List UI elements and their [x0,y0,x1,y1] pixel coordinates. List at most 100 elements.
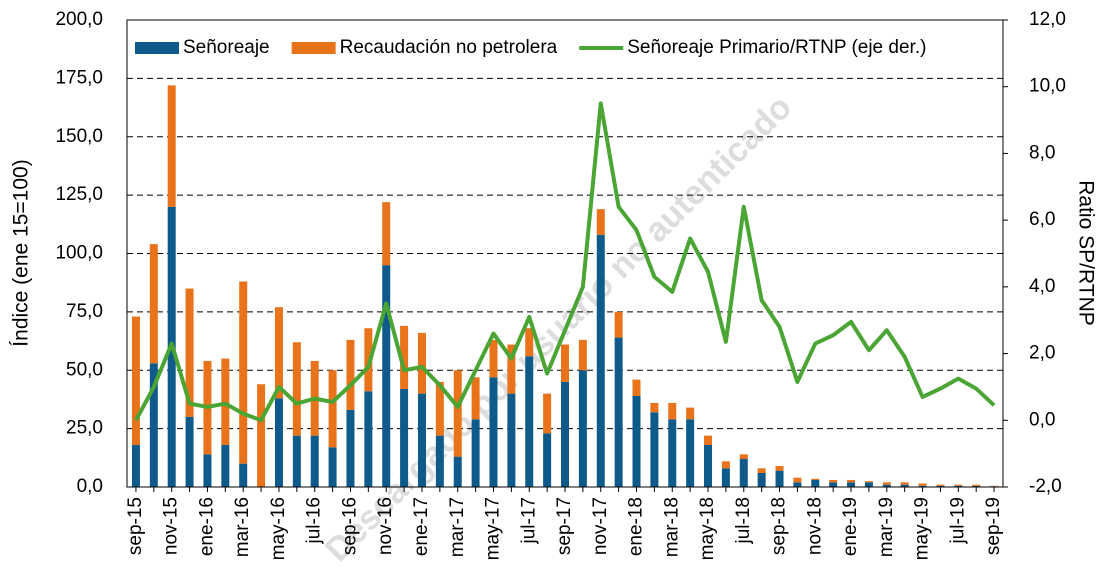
bar-segment [292,435,301,487]
bar-segment [417,393,426,487]
bar-segment [721,461,730,469]
bar-segment [686,419,695,487]
bar-segment [900,482,909,485]
bar-segment [704,444,713,487]
bar-segment [739,458,748,487]
x-tick-label: sep-18 [769,497,790,555]
bar-segment [328,447,337,487]
legend-swatch [291,42,336,54]
bar-segment [721,468,730,487]
bar-segment [936,484,945,486]
x-tick-label: sep-16 [339,497,360,555]
y2-axis-title: Ratio SP/RTNP [1074,180,1097,326]
bar-segment [668,419,677,487]
x-tick-label: nov-18 [804,497,825,555]
bar-segment [847,482,856,487]
bar-segment [382,202,391,266]
bar-segment [310,435,319,487]
x-tick-label: sep-15 [125,497,146,555]
bar-segment [954,484,963,486]
x-tick-label: ene-19 [840,497,861,556]
bar-segment [346,339,355,410]
x-tick-label: ene-17 [411,497,432,556]
y2-tick-label: 0,0 [1029,409,1055,430]
bar-segment [686,407,695,420]
bar-segment [632,379,641,396]
bar-segment [471,419,480,487]
y2-tick-label: 8,0 [1029,142,1055,163]
x-tick-label: may-19 [912,497,933,560]
x-tick-label: mar-16 [232,497,253,557]
y2-tick-label: -2,0 [1029,476,1062,497]
bar-segment [829,479,838,483]
bar-segment [829,482,838,487]
bar-segment [435,381,444,436]
x-tick-label: may-16 [268,497,289,560]
bar-segment [507,344,516,394]
x-tick-label: jul-16 [304,497,325,544]
x-tick-label: nov-17 [590,497,611,555]
legend-swatch [135,42,179,54]
bar-segment [972,484,981,486]
legend-label: Señoreaje [183,37,270,58]
y-tick-label: 175,0 [55,67,103,88]
y-tick-label: 75,0 [66,301,103,322]
bar-segment [918,485,927,487]
bar-segment [578,339,587,371]
bar-segment [274,398,283,487]
bar-segment [239,281,248,464]
y2-tick-label: 12,0 [1029,9,1066,30]
bar-segment [578,370,587,487]
bar-segment [149,363,158,487]
y-tick-label: 200,0 [55,9,103,30]
bar-segment [704,435,713,445]
bar-segment [900,484,909,487]
bar-segment [668,402,677,420]
bar-segment [811,478,820,480]
x-tick-label: sep-17 [554,497,575,555]
bar-segment [292,342,301,436]
bar-segment [489,339,498,378]
x-tick-label: jul-17 [518,497,539,544]
bar-segment [364,391,373,487]
bar-segment [596,234,605,487]
x-tick-label: ene-18 [626,497,647,556]
bar-segment [453,370,462,457]
y-axis-title: Índice (ene 15=100) [10,159,33,346]
y2-tick-label: 6,0 [1029,209,1055,230]
bar-segment [882,484,891,487]
bar-segment [185,288,194,417]
bar-segment [847,479,856,483]
bar-segment [650,402,659,413]
bar-segment [239,463,248,487]
bar-segment [167,85,176,207]
bar-segment [954,485,963,487]
bar-segment [739,454,748,459]
bar-segment [543,433,552,487]
y-tick-label: 150,0 [55,126,103,147]
x-tick-label: sep-19 [983,497,1004,555]
bar-segment [346,409,355,487]
bar-segment [650,412,659,487]
bar-segment [561,381,569,487]
bar-segment [274,307,283,399]
x-tick-label: jul-18 [733,497,754,544]
x-tick-label: nov-15 [161,497,182,555]
bar-segment [614,337,623,487]
x-tick-label: may-17 [483,497,504,560]
bar-segment [936,485,945,487]
x-tick-label: mar-17 [447,497,468,557]
bar-segment [632,395,641,487]
x-tick-label: nov-16 [375,497,396,555]
bar-segment [131,444,140,487]
y-tick-label: 25,0 [66,418,103,439]
y2-tick-label: 10,0 [1029,76,1066,97]
legend-label: Recaudación no petrolera [340,37,558,58]
x-tick-label: mar-18 [661,497,682,557]
bar-segment [793,477,802,483]
bar-segment [775,470,784,487]
bar-segment [811,479,820,487]
line-series [134,101,996,423]
bar-segment [882,482,891,485]
